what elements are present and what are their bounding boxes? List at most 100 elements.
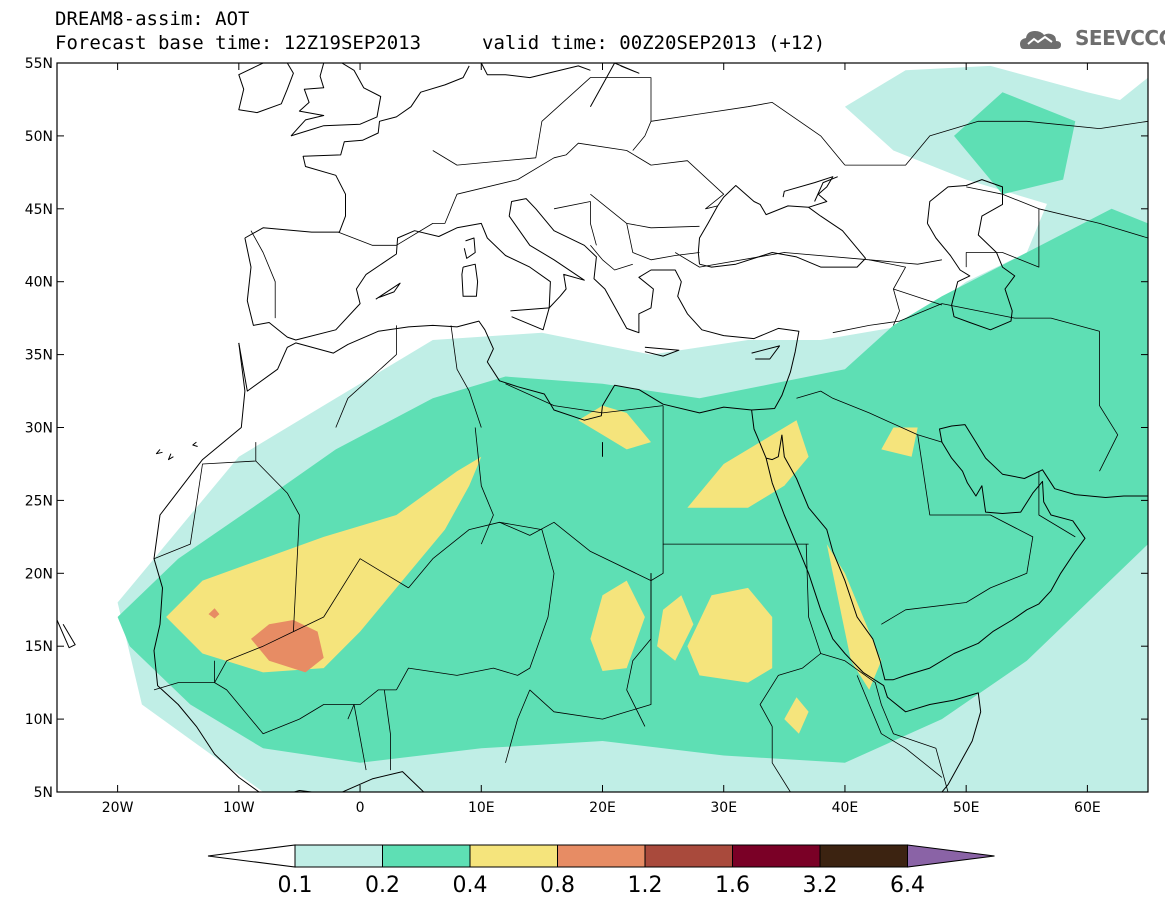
logo-text: SEEVCCC (1075, 26, 1165, 50)
colorbar-label: 1.2 (628, 873, 663, 898)
colorbar-segment (557, 844, 646, 868)
lon-tick-label: 40E (832, 800, 859, 816)
colorbar-segment (469, 844, 558, 868)
coastline (153, 342, 425, 792)
aot-region-0.4 (826, 544, 882, 690)
lat-tick-label: 50N (25, 129, 53, 145)
coastline (751, 409, 982, 792)
aot-region-0.4 (590, 580, 645, 671)
colorbar-segment (644, 844, 733, 868)
country-border (347, 704, 367, 771)
lat-tick-label: 45N (25, 202, 53, 218)
lon-tick-label: 0 (356, 800, 365, 816)
country-border (505, 383, 664, 414)
country-border (856, 675, 943, 778)
country-border (293, 558, 409, 632)
country-border (590, 245, 633, 271)
coastline (781, 424, 1148, 681)
aot-region-0.4 (657, 595, 694, 661)
country-border (338, 231, 397, 246)
coastline (192, 441, 198, 447)
valid-time: valid time: 00Z20SEP2013 (+12) (482, 32, 826, 54)
coastline (244, 65, 470, 239)
lat-tick-label: 40N (25, 275, 53, 291)
cloud-logo-icon (1020, 31, 1061, 49)
country-border (844, 120, 1148, 166)
country-border (1038, 471, 1076, 538)
lat-tick-label: 30N (25, 421, 53, 437)
colorbar-segment (819, 844, 908, 868)
aot-region-0.4 (687, 420, 809, 508)
forecast-base-time: Forecast base time: 12Z19SEP2013 (55, 32, 422, 54)
coastline (375, 282, 401, 300)
country-border (214, 631, 294, 683)
coastline (290, 63, 382, 137)
colorbar: 0.1 0.2 0.4 0.8 1.2 1.6 3.2 6.4 (207, 844, 995, 898)
coastline (480, 63, 591, 79)
country-border (505, 689, 531, 763)
country-border (153, 442, 257, 560)
country-border (432, 77, 652, 166)
colorbar-label: 1.6 (715, 873, 750, 898)
country-border (941, 303, 1100, 332)
lon-tick-label: 50E (953, 800, 980, 816)
colorbar-segment (382, 844, 471, 868)
country-border (626, 223, 700, 229)
country-border (255, 460, 300, 632)
coastline (926, 179, 1016, 331)
coastline (589, 63, 640, 107)
country-border (529, 573, 652, 720)
coastline (463, 237, 476, 259)
aot-region-0.4 (687, 587, 773, 683)
lon-tick-label: 60E (1074, 800, 1101, 816)
coastline (238, 198, 800, 421)
country-border (553, 201, 597, 246)
country-border (250, 230, 276, 319)
aot-region-0.2 (954, 92, 1076, 195)
country-border (881, 434, 1034, 625)
country-border (396, 521, 555, 691)
colorbar-segment (294, 844, 383, 868)
axis-ticks: 20W 10W 0 10E 20E 30E 40E 50E 60E 55N 50N 45N 40N 35N… (25, 56, 1148, 816)
coastline (697, 185, 866, 265)
coastline (644, 346, 680, 357)
lon-tick-label: 20W (102, 800, 134, 816)
country-border (335, 325, 397, 428)
coastline (238, 63, 294, 114)
aot-region-0.8 (251, 620, 324, 673)
country-border (650, 544, 664, 581)
colorbar-segment (907, 844, 995, 868)
country-border (650, 102, 846, 166)
lon-tick-label: 10W (223, 800, 255, 816)
colorbar-label: 3.2 (803, 873, 838, 898)
lat-tick-label: 35N (25, 348, 53, 364)
lat-tick-label: 15N (25, 639, 53, 655)
country-border (450, 325, 482, 428)
map-title: DREAM8-assim: AOT (55, 8, 250, 30)
coastline (782, 176, 834, 208)
country-border (893, 288, 943, 306)
colorbar-label: 0.4 (453, 873, 488, 898)
country-border (474, 427, 494, 545)
country-border (796, 390, 943, 443)
country-border (299, 689, 397, 720)
coastline-layer (57, 63, 1148, 792)
country-border (1038, 208, 1148, 239)
colorbar-segment (207, 844, 296, 868)
lat-tick-label: 20N (25, 566, 53, 582)
lon-tick-label: 20E (589, 800, 616, 816)
country-border (1099, 331, 1119, 472)
lat-tick-label: 5N (34, 785, 53, 801)
colorbar-label: 0.8 (540, 873, 575, 898)
coastline (510, 307, 550, 331)
aot-fill-layer (117, 65, 1148, 792)
country-border (880, 704, 949, 792)
country-border (965, 186, 1040, 268)
lat-tick-label: 10N (25, 712, 53, 728)
coastline (765, 434, 783, 461)
coastline (461, 263, 479, 297)
coastline (168, 453, 174, 461)
aot-region-0.8 (208, 608, 220, 619)
coastline (57, 619, 76, 649)
